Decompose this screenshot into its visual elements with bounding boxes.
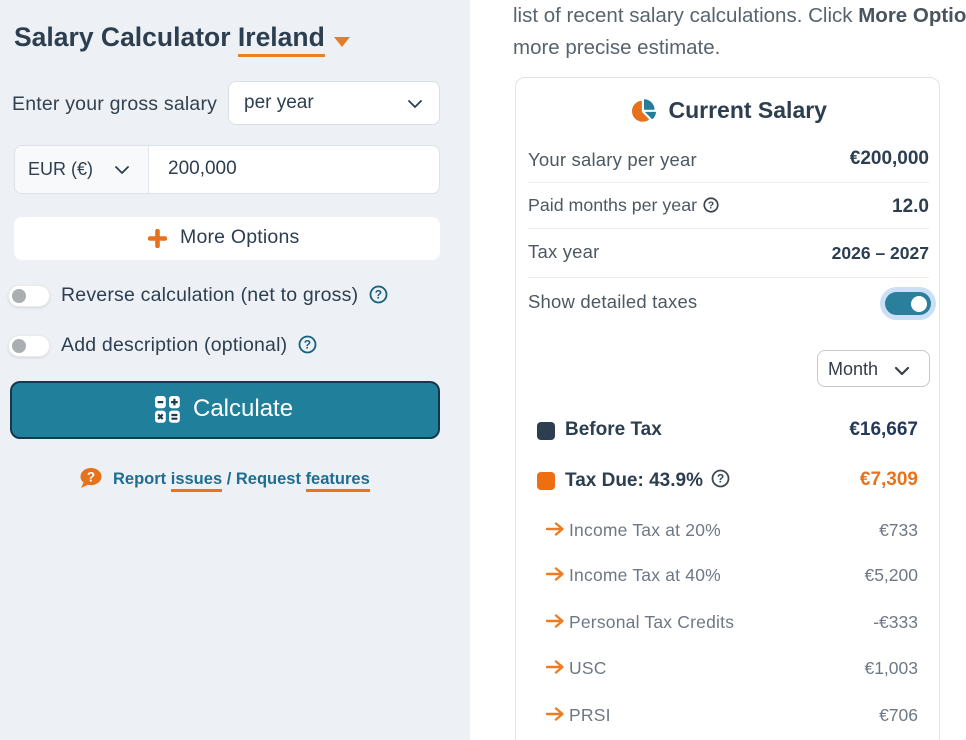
svg-text:?: ?	[304, 338, 312, 352]
svg-text:?: ?	[717, 472, 724, 486]
svg-text:?: ?	[708, 200, 714, 212]
svg-text:?: ?	[87, 469, 95, 484]
svg-text:?: ?	[375, 288, 383, 302]
